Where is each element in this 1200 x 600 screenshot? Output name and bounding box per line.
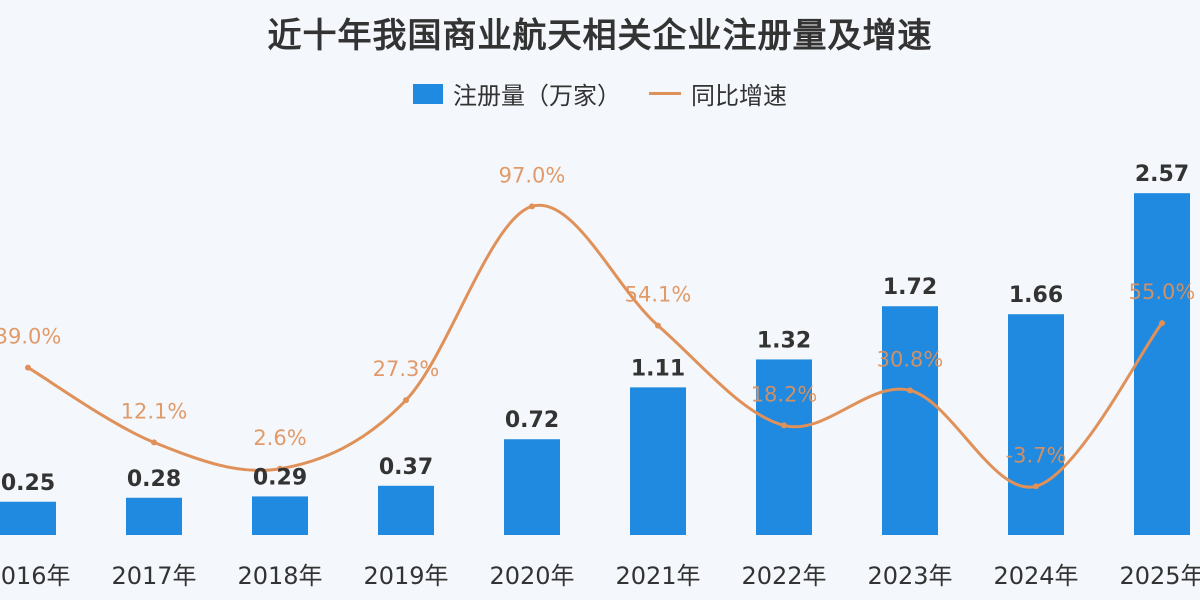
bar-value-label: 1.11 xyxy=(631,356,685,381)
legend-label-registrations: 注册量（万家） xyxy=(453,82,621,110)
growth-rate-label: 12.1% xyxy=(121,399,188,423)
bar-value-label: 0.72 xyxy=(505,408,559,433)
growth-point-2019[interactable] xyxy=(403,397,409,404)
bar-2023[interactable] xyxy=(882,306,938,535)
x-axis: 2016年 2017年 2018年 2019年 2020年 2021年 2022年 2023年… xyxy=(0,562,1200,590)
x-tick-label: 2017年 xyxy=(111,562,196,590)
legend-item-registrations[interactable]: 注册量（万家） xyxy=(413,76,621,111)
labels-layer: 0.25 0.28 0.29 0.37 0.72 1.11 1.32 1.72 1.66 2.57… xyxy=(0,162,1195,496)
growth-rate-line[interactable] xyxy=(27,203,1164,489)
x-tick-label: 2021年 xyxy=(615,562,700,590)
x-tick-label: 2018年 xyxy=(237,562,322,590)
growth-rate-label: 27.3% xyxy=(373,357,440,381)
chart-title: 近十年我国商业航天相关企业注册量及增速 xyxy=(267,16,933,56)
bar-2021[interactable] xyxy=(630,387,686,535)
bar-value-label: 0.37 xyxy=(379,455,433,480)
growth-point-2020[interactable] xyxy=(529,203,535,210)
bar-value-label: 1.72 xyxy=(883,275,937,300)
growth-rate-label: 30.8% xyxy=(877,347,944,371)
legend-label-growth: 同比增速 xyxy=(691,82,787,110)
growth-rate-label: 2.6% xyxy=(253,426,306,450)
bar-value-label: 1.66 xyxy=(1009,283,1063,308)
bar-value-label: 0.29 xyxy=(253,465,307,490)
bar-value-label: 0.28 xyxy=(127,467,181,492)
growth-rate-label: 54.1% xyxy=(625,283,692,307)
bar-value-label: 1.32 xyxy=(757,328,811,353)
x-tick-label: 2019年 xyxy=(363,562,448,590)
x-tick-label: 2020年 xyxy=(489,562,574,590)
x-tick-label: 2025年 xyxy=(1119,562,1200,590)
bar-2016[interactable] xyxy=(0,501,56,535)
growth-rate-label: 55.0% xyxy=(1129,280,1196,304)
legend-line-swatch xyxy=(649,92,681,95)
growth-point-2016[interactable] xyxy=(25,364,31,371)
growth-point-2023[interactable] xyxy=(907,387,913,394)
bar-value-label: 0.25 xyxy=(1,471,55,496)
growth-point-2024[interactable] xyxy=(1033,483,1039,490)
x-tick-label: 2016年 xyxy=(0,562,71,590)
bar-2022[interactable] xyxy=(756,359,812,535)
x-tick-label: 2023年 xyxy=(867,562,952,590)
bar-2024[interactable] xyxy=(1008,314,1064,535)
growth-point-2017[interactable] xyxy=(151,439,157,446)
growth-line-layer xyxy=(25,203,1165,490)
bar-2020[interactable] xyxy=(504,439,560,535)
growth-point-2022[interactable] xyxy=(781,422,787,429)
growth-point-2018[interactable] xyxy=(277,465,283,472)
x-tick-label: 2022年 xyxy=(741,562,826,590)
bar-value-label: 2.57 xyxy=(1135,162,1189,187)
x-tick-label: 2024年 xyxy=(993,562,1078,590)
bar-2017[interactable] xyxy=(126,497,182,535)
growth-rate-label: -3.7% xyxy=(1006,443,1067,467)
bars-layer xyxy=(0,193,1190,535)
legend-bar-swatch xyxy=(413,83,443,104)
bar-2019[interactable] xyxy=(378,485,434,535)
growth-point-2025[interactable] xyxy=(1159,320,1165,327)
growth-point-2021[interactable] xyxy=(655,322,661,329)
bar-2018[interactable] xyxy=(252,496,308,535)
legend-item-growth[interactable]: 同比增速 xyxy=(649,76,787,111)
growth-rate-label: 18.2% xyxy=(751,382,818,406)
legend: 注册量（万家） 同比增速 xyxy=(0,76,1200,111)
growth-rate-label: 39.0% xyxy=(0,325,61,349)
bar-2025[interactable] xyxy=(1134,193,1190,535)
growth-rate-label: 97.0% xyxy=(499,163,566,187)
